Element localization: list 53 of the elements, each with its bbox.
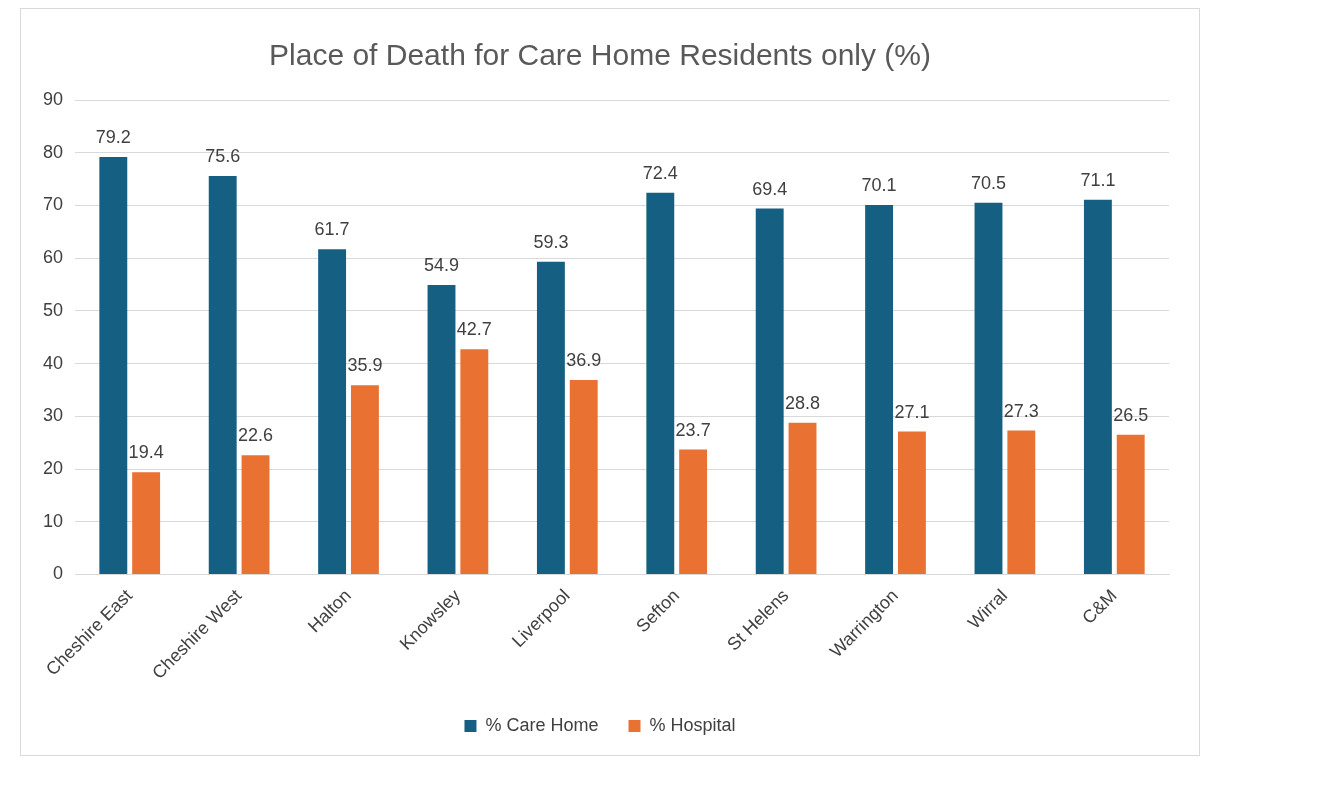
- data-label: 36.9: [566, 349, 602, 370]
- bar: [460, 349, 489, 574]
- data-label: 27.3: [1003, 400, 1039, 421]
- y-tick-label: 40: [42, 352, 64, 373]
- data-label: 72.4: [642, 162, 678, 183]
- bar: [132, 472, 161, 574]
- data-label: 54.9: [423, 255, 460, 276]
- bar: [1007, 430, 1036, 574]
- chart-title: Place of Death for Care Home Residents only (%): [269, 38, 931, 72]
- bar: [241, 455, 270, 574]
- bar: [646, 192, 675, 574]
- bar: [755, 208, 784, 574]
- legend-label: % Care Home: [485, 714, 599, 735]
- data-label: 22.6: [238, 425, 274, 446]
- bar: [536, 261, 565, 574]
- data-label: 69.4: [752, 178, 788, 199]
- y-tick-label: 60: [42, 247, 64, 268]
- bar: [208, 175, 237, 574]
- y-tick-label: 50: [42, 299, 64, 320]
- data-label: 42.7: [456, 319, 492, 340]
- bar: [569, 379, 598, 574]
- data-label: 35.9: [347, 355, 383, 376]
- data-label: 19.4: [128, 442, 164, 463]
- y-tick-label: 0: [53, 563, 64, 584]
- data-label: 59.3: [533, 231, 569, 252]
- legend-label: % Hospital: [649, 714, 736, 735]
- bar: [427, 285, 456, 574]
- y-tick-label: 70: [42, 194, 64, 215]
- data-label: 71.1: [1080, 169, 1116, 190]
- data-label: 26.5: [1113, 404, 1149, 425]
- bar: [788, 422, 817, 574]
- bar: [679, 449, 708, 574]
- y-tick-label: 10: [42, 510, 64, 531]
- bar: [350, 385, 379, 574]
- y-tick-label: 30: [42, 405, 64, 426]
- y-tick-label: 80: [42, 141, 64, 162]
- data-label: 75.6: [205, 145, 241, 166]
- bar: [1083, 199, 1112, 574]
- bar: [1116, 434, 1145, 574]
- data-label: 70.5: [970, 172, 1007, 193]
- data-label: 27.1: [894, 401, 930, 422]
- y-tick-label: 20: [42, 458, 64, 479]
- data-label: 61.7: [314, 219, 350, 240]
- bar: [865, 204, 894, 574]
- bar: [318, 249, 347, 574]
- data-label: 28.8: [784, 392, 821, 413]
- data-label: 23.7: [675, 419, 711, 440]
- bar: [897, 431, 926, 574]
- data-label: 79.2: [95, 126, 131, 147]
- bar: [974, 202, 1003, 574]
- data-label: 70.1: [861, 174, 897, 195]
- bar: [99, 156, 128, 574]
- y-tick-label: 90: [42, 88, 64, 109]
